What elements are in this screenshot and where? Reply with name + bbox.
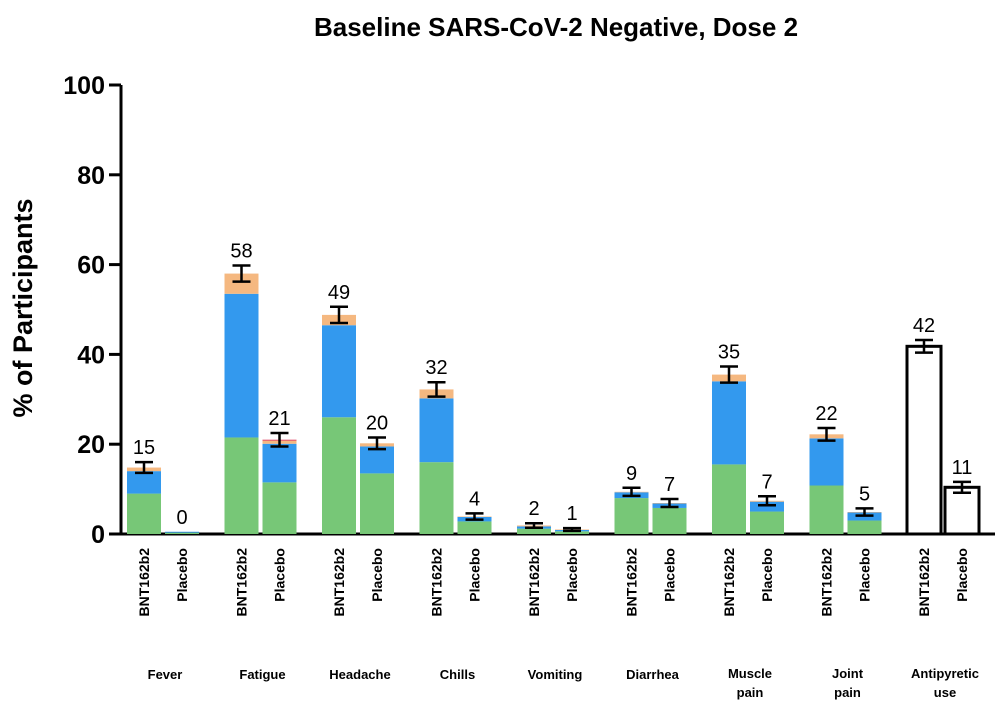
- bar-segment-mild: [652, 507, 687, 534]
- category-label: Antipyretic: [911, 666, 979, 681]
- bar-segment-moderate: [360, 446, 394, 474]
- bar-segment-severe: [224, 273, 259, 294]
- bar-segment-mild: [127, 493, 161, 534]
- bar-segment-mild: [809, 485, 844, 534]
- bar-segment-mild: [224, 437, 259, 534]
- y-axis-label: % of Participants: [8, 198, 38, 417]
- bar-segment-mild: [847, 520, 882, 534]
- bar-label: BNT162b2: [624, 548, 640, 617]
- category-label: Joint: [832, 666, 864, 681]
- bar-outline: [905, 344, 943, 536]
- data-label: 35: [718, 342, 740, 364]
- bar-label: Placebo: [369, 548, 385, 602]
- data-label: 1: [566, 503, 577, 525]
- category-label: Fever: [148, 667, 183, 682]
- data-label: 9: [626, 463, 637, 485]
- bar-segment-mild: [262, 482, 297, 534]
- bar-segment-moderate: [750, 501, 784, 512]
- data-label: 0: [176, 507, 187, 529]
- data-label: 2: [528, 498, 539, 520]
- bar-label: BNT162b2: [234, 548, 250, 617]
- bar-label: Placebo: [564, 548, 580, 602]
- data-label: 5: [859, 483, 870, 505]
- bar-segment-mild: [555, 531, 589, 534]
- y-tick-label: 40: [77, 341, 105, 369]
- bar-label: BNT162b2: [819, 548, 835, 617]
- category-label: Diarrhea: [626, 667, 680, 682]
- y-tick-label: 100: [63, 72, 105, 100]
- bar-label: BNT162b2: [136, 548, 152, 617]
- bar-segment-moderate: [419, 398, 454, 463]
- chart-title: Baseline SARS-CoV-2 Negative, Dose 2: [314, 12, 798, 42]
- bar-segment-moderate: [224, 293, 259, 438]
- bar-segment-mild: [322, 417, 356, 534]
- bar-segment-mild: [457, 521, 492, 534]
- bar-label: BNT162b2: [526, 548, 542, 617]
- bar-label: BNT162b2: [331, 548, 347, 617]
- data-label: 4: [469, 488, 480, 510]
- data-label: 32: [425, 357, 447, 379]
- category-label: Fatigue: [239, 667, 285, 682]
- bar-label: BNT162b2: [429, 548, 445, 617]
- data-label: 58: [230, 240, 252, 262]
- y-tick-label: 0: [91, 521, 105, 549]
- bar-segment-moderate: [809, 438, 844, 486]
- data-label: 11: [952, 457, 973, 479]
- y-tick-label: 60: [77, 252, 105, 280]
- data-label: 49: [328, 282, 350, 304]
- category-label: pain: [737, 685, 764, 700]
- bar-label: Placebo: [857, 548, 873, 602]
- bar-segment-mild: [712, 464, 746, 534]
- bar-outline: [943, 485, 981, 536]
- category-label: Muscle: [728, 666, 772, 681]
- bar-label: BNT162b2: [721, 548, 737, 617]
- bar-label: Placebo: [662, 548, 678, 602]
- bar-segment-mild: [750, 511, 784, 534]
- data-label: 15: [133, 437, 155, 459]
- category-label: Chills: [440, 667, 475, 682]
- bar-segment-moderate: [127, 471, 161, 494]
- data-label: 7: [761, 471, 772, 493]
- bar-label: BNT162b2: [916, 548, 932, 617]
- category-label: Vomiting: [528, 667, 583, 682]
- y-tick-label: 80: [77, 162, 105, 190]
- bar-label: Placebo: [174, 548, 190, 602]
- bar-segment-mild: [360, 473, 394, 534]
- bar-label: Placebo: [759, 548, 775, 602]
- category-label: Headache: [329, 667, 390, 682]
- data-label: 7: [664, 474, 675, 496]
- data-label: 22: [815, 403, 837, 425]
- bar-label: Placebo: [467, 548, 483, 602]
- category-label: pain: [834, 685, 861, 700]
- bar-segment-moderate: [712, 381, 746, 465]
- bar-segment-mild: [165, 532, 199, 534]
- data-label: 42: [913, 315, 935, 337]
- data-label: 21: [268, 408, 290, 430]
- category-label: use: [934, 685, 956, 700]
- bar-segment-mild: [614, 498, 649, 534]
- bar-segment-mild: [419, 462, 454, 534]
- bar-segment-moderate: [322, 325, 356, 418]
- bar-segment-moderate: [165, 531, 199, 533]
- bar-segment-mild: [517, 528, 551, 534]
- bar-segment-moderate: [262, 443, 297, 483]
- bar-label: Placebo: [272, 548, 288, 602]
- data-label: 20: [366, 412, 388, 434]
- bar-label: Placebo: [954, 548, 970, 602]
- y-tick-label: 20: [77, 431, 105, 459]
